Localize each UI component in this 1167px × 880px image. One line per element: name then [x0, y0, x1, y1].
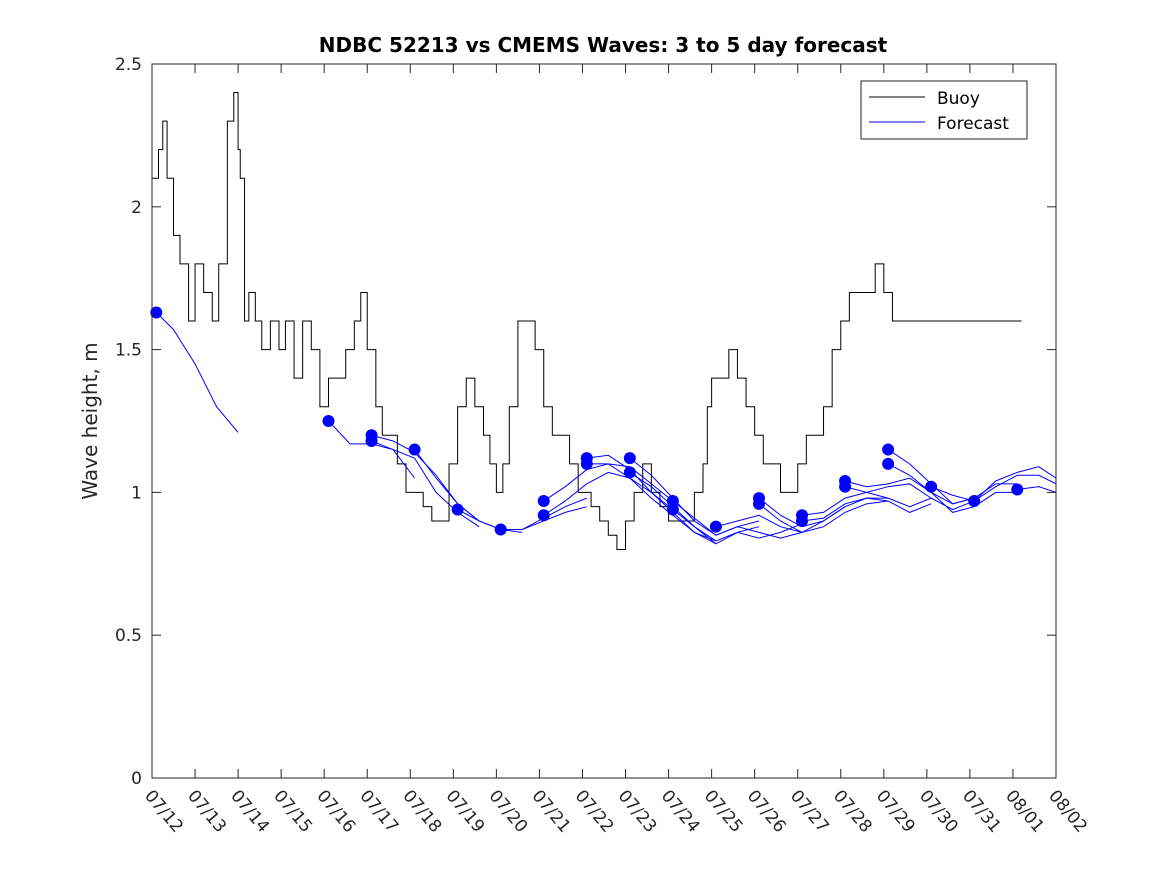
- forecast-series-line-13: [672, 500, 803, 539]
- forecast-series-line-25: [973, 474, 1056, 502]
- forecast-series-line-14: [672, 509, 803, 545]
- forecast-series-line-26: [1017, 486, 1056, 493]
- legend-box: [860, 80, 1028, 140]
- y-tick-label: 2: [131, 198, 142, 218]
- x-tick-label: 07/13: [183, 786, 230, 836]
- x-tick-label: 07/28: [829, 786, 876, 836]
- x-tick-label: 07/26: [743, 786, 790, 836]
- buoy-series-line: [152, 92, 1022, 551]
- forecast-series-line-10: [586, 463, 717, 545]
- forecast-marker: [537, 494, 550, 507]
- forecast-series-line-20: [844, 477, 975, 505]
- y-tick-label: 0.5: [115, 626, 142, 646]
- y-tick-label: 1.5: [115, 341, 142, 361]
- forecast-marker: [839, 480, 852, 493]
- forecast-series-line-23: [887, 463, 1018, 513]
- forecast-marker: [365, 434, 378, 447]
- forecast-marker: [322, 415, 335, 427]
- x-tick-label: 07/19: [442, 786, 489, 836]
- x-tick-label: 07/16: [312, 786, 359, 836]
- chart-title: NDBC 52213 vs CMEMS Waves: 3 to 5 day fo…: [319, 33, 888, 57]
- x-tick-label: 07/15: [269, 786, 316, 836]
- forecast-marker: [882, 457, 895, 470]
- forecast-marker: [623, 466, 636, 479]
- x-tick-label: 08/01: [1001, 786, 1048, 836]
- forecast-marker: [1011, 483, 1024, 496]
- forecast-marker: [666, 494, 679, 507]
- x-tick-label: 07/25: [700, 786, 747, 836]
- x-axis-ticks: 07/1207/1307/1407/1507/1607/1707/1807/19…: [140, 64, 1091, 837]
- x-tick-label: 07/17: [355, 786, 402, 836]
- forecast-marker: [537, 509, 550, 522]
- forecast-marker: [580, 457, 593, 470]
- forecast-series-line-0: [155, 312, 239, 433]
- forecast-marker: [752, 497, 765, 510]
- legend: Buoy Forecast: [860, 80, 1028, 140]
- x-tick-label: 07/12: [140, 786, 187, 836]
- x-tick-label: 07/30: [915, 786, 962, 836]
- forecast-series-line-19: [801, 497, 932, 522]
- x-tick-label: 07/24: [657, 786, 704, 836]
- x-tick-label: 07/31: [958, 786, 1005, 836]
- plot-frame: [151, 63, 1057, 779]
- x-tick-label: 07/21: [528, 786, 575, 836]
- x-tick-label: 07/27: [786, 786, 833, 836]
- forecast-series-line-21: [844, 483, 975, 511]
- y-axis-ticks: 0 0.5 1 1.5 2 2.5: [115, 55, 1056, 789]
- forecast-marker: [709, 520, 722, 533]
- legend-forecast-label: Forecast: [937, 114, 1009, 134]
- y-tick-label: 2.5: [115, 55, 142, 75]
- x-tick-label: 07/18: [398, 786, 445, 836]
- plot-area: [150, 92, 1056, 551]
- x-tick-label: 07/20: [485, 786, 532, 836]
- x-tick-label: 08/02: [1044, 786, 1091, 836]
- legend-buoy-label: Buoy: [937, 89, 980, 109]
- forecast-marker: [882, 443, 895, 456]
- forecast-series-line-24: [930, 466, 1056, 502]
- forecast-marker: [968, 494, 981, 507]
- x-tick-label: 07/23: [614, 786, 661, 836]
- forecast-series-line-17: [758, 500, 889, 533]
- forecast-series-line-3: [371, 440, 480, 528]
- forecast-series-line-22: [887, 449, 1018, 505]
- forecast-marker: [451, 503, 464, 516]
- forecast-marker: [623, 452, 636, 465]
- x-tick-label: 07/22: [571, 786, 618, 836]
- forecast-marker: [408, 443, 421, 456]
- forecast-marker: [150, 306, 163, 319]
- x-tick-label: 07/29: [872, 786, 919, 836]
- y-tick-label: 0: [131, 769, 142, 789]
- forecast-marker: [494, 523, 507, 536]
- y-axis-label: Wave height, m: [78, 342, 102, 499]
- forecast-marker: [925, 480, 938, 493]
- y-tick-label: 1: [131, 483, 142, 503]
- forecast-series-line-7: [543, 463, 674, 502]
- forecast-marker: [796, 514, 809, 527]
- forecast-marker: [666, 503, 679, 516]
- x-tick-label: 07/14: [226, 786, 273, 836]
